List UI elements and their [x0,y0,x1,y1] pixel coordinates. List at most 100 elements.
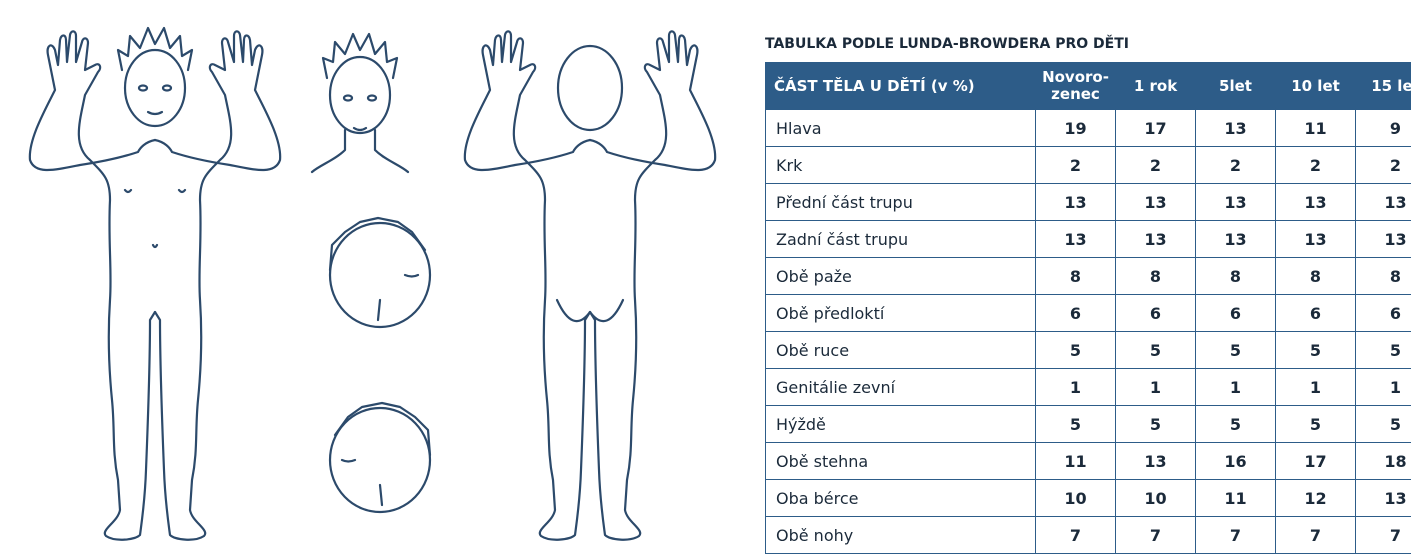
percent-cell: 2 [1035,146,1116,184]
table-row: Obě paže 8 8 8 8 8 [765,257,1411,295]
percent-cell: 5 [1035,331,1116,369]
table-row: Obě ruce 5 5 5 5 5 [765,331,1411,369]
percent-cell: 13 [1115,183,1196,221]
percent-cell: 13 [1355,220,1411,258]
body-part-cell: Obě paže [765,257,1036,295]
percent-cell: 13 [1035,220,1116,258]
percent-cell: 11 [1195,479,1276,517]
body-part-cell: Obě předloktí [765,294,1036,332]
percent-cell: 5 [1275,331,1356,369]
percent-cell: 13 [1115,442,1196,480]
body-part-cell: Genitálie zevní [765,368,1036,406]
front-head [310,32,410,174]
back-figure [463,30,717,541]
table-row: Krk 2 2 2 2 2 [765,146,1411,184]
percent-cell: 6 [1275,294,1356,332]
percent-cell: 8 [1035,257,1116,295]
table-row: Genitálie zevní 1 1 1 1 1 [765,368,1411,406]
percent-cell: 5 [1355,331,1411,369]
percent-cell: 1 [1035,368,1116,406]
side-head-right [328,216,432,329]
percent-cell: 13 [1275,220,1356,258]
header-cell: 5let [1195,62,1276,110]
header-cell: ČÁST TĚLA U DĚTÍ (v %) [765,62,1036,110]
percent-cell: 13 [1355,183,1411,221]
percent-cell: 5 [1195,405,1276,443]
percent-cell: 8 [1355,257,1411,295]
percent-cell: 13 [1275,183,1356,221]
percent-cell: 16 [1195,442,1276,480]
table-row: Zadní část trupu 13 13 13 13 13 [765,220,1411,258]
header-cell: 15 let [1355,62,1411,110]
body-part-cell: Hlava [765,109,1036,147]
body-part-cell: Obě nohy [765,516,1036,554]
table-row: Přední část trupu 13 13 13 13 13 [765,183,1411,221]
percent-cell: 5 [1355,405,1411,443]
header-cell: 1 rok [1115,62,1196,110]
percent-cell: 10 [1115,479,1196,517]
percent-cell: 2 [1115,146,1196,184]
percent-cell: 11 [1035,442,1116,480]
header-row: ČÁST TĚLA U DĚTÍ (v %) Novoro- zenec 1 rok… [765,62,1411,110]
percent-cell: 12 [1275,479,1356,517]
body-part-cell: Oba bérce [765,479,1036,517]
percent-cell: 8 [1115,257,1196,295]
percent-cell: 7 [1195,516,1276,554]
body-part-cell: Zadní část trupu [765,220,1036,258]
percent-cell: 13 [1195,109,1276,147]
percent-cell: 18 [1355,442,1411,480]
percent-cell: 1 [1195,368,1276,406]
percent-cell: 2 [1355,146,1411,184]
percent-cell: 13 [1115,220,1196,258]
percent-cell: 7 [1275,516,1356,554]
table-body: Hlava 19 17 13 11 9 Krk 2 2 2 2 2 Přední část trupu 1… [765,109,1411,554]
percent-cell: 13 [1195,183,1276,221]
table-row: Oba bérce 10 10 11 12 13 [765,479,1411,517]
percent-cell: 13 [1195,220,1276,258]
percent-cell: 6 [1115,294,1196,332]
percent-cell: 7 [1355,516,1411,554]
percent-cell: 2 [1275,146,1356,184]
percent-cell: 1 [1275,368,1356,406]
front-figure [28,26,282,541]
percent-cell: 5 [1275,405,1356,443]
percent-cell: 5 [1115,331,1196,369]
percent-cell: 1 [1355,368,1411,406]
lund-browder-table: ČÁST TĚLA U DĚTÍ (v %) Novoro- zenec 1 rok… [765,62,1411,554]
percent-cell: 10 [1035,479,1116,517]
percent-cell: 17 [1275,442,1356,480]
percent-cell: 13 [1035,183,1116,221]
percent-cell: 19 [1035,109,1116,147]
percent-cell: 5 [1115,405,1196,443]
percent-cell: 7 [1035,516,1116,554]
side-head-left [328,401,432,514]
percent-cell: 6 [1035,294,1116,332]
header-cell: Novoro- zenec [1035,62,1116,110]
table-row: Hlava 19 17 13 11 9 [765,109,1411,147]
percent-cell: 2 [1195,146,1276,184]
body-part-cell: Přední část trupu [765,183,1036,221]
percent-cell: 8 [1195,257,1276,295]
percent-cell: 6 [1355,294,1411,332]
percent-cell: 8 [1275,257,1356,295]
body-part-cell: Hýždě [765,405,1036,443]
body-part-cell: Obě ruce [765,331,1036,369]
percent-cell: 1 [1115,368,1196,406]
table-title: TABULKA PODLE LUNDA-BROWDERA PRO DĚTI [765,36,1129,52]
percent-cell: 7 [1115,516,1196,554]
table-row: Hýždě 5 5 5 5 5 [765,405,1411,443]
body-part-cell: Obě stehna [765,442,1036,480]
table-row: Obě předloktí 6 6 6 6 6 [765,294,1411,332]
table-row: Obě stehna 11 13 16 17 18 [765,442,1411,480]
percent-cell: 6 [1195,294,1276,332]
percent-cell: 5 [1195,331,1276,369]
header-cell: 10 let [1275,62,1356,110]
percent-cell: 5 [1035,405,1116,443]
body-illustrations [28,26,717,541]
body-part-cell: Krk [765,146,1036,184]
percent-cell: 9 [1355,109,1411,147]
percent-cell: 11 [1275,109,1356,147]
table-row: Obě nohy 7 7 7 7 7 [765,516,1411,554]
percent-cell: 13 [1355,479,1411,517]
